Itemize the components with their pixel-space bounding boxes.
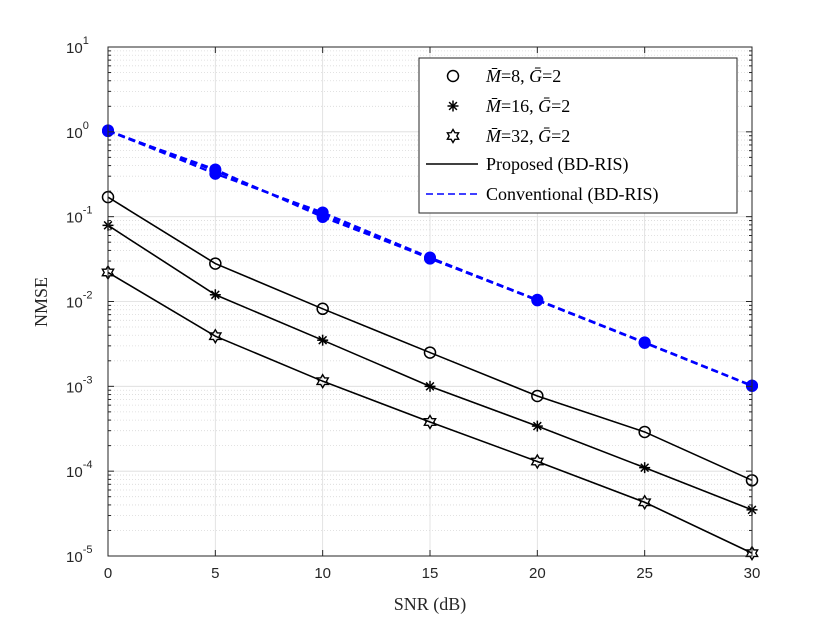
- series-proposed-circle: [101, 190, 759, 487]
- data-point: [209, 289, 221, 301]
- series-line: [107, 196, 753, 482]
- legend-label: M̄=8, Ḡ=2: [485, 66, 561, 86]
- x-tick-label: 15: [422, 565, 439, 582]
- legend-entry: Proposed (BD-RIS): [426, 154, 629, 175]
- series-layer: [101, 124, 759, 562]
- y-tick-label: 101: [66, 35, 89, 57]
- y-tick-label: 100: [66, 120, 89, 142]
- x-axis-title: SNR (dB): [394, 594, 467, 615]
- data-point: [209, 165, 222, 178]
- legend-marker-asterisk: [447, 100, 459, 112]
- data-point: [423, 414, 437, 430]
- data-point: [530, 453, 545, 470]
- series-line: [107, 271, 753, 554]
- legend-label: Conventional (BD-RIS): [486, 184, 659, 205]
- legend-label: Proposed (BD-RIS): [486, 154, 629, 175]
- data-point: [638, 425, 651, 439]
- y-tick-label: 10-2: [66, 290, 92, 312]
- data-point: [745, 545, 759, 562]
- data-point: [424, 252, 436, 265]
- x-tick-labels: 0 5 10 15 20 25 30: [104, 565, 761, 582]
- y-tick-label: 10-1: [66, 205, 92, 227]
- x-tick-label: 25: [636, 565, 653, 582]
- legend-entry: M̄=8, Ḡ=2: [446, 66, 561, 86]
- data-point: [209, 257, 222, 270]
- y-tick-label: 10-5: [66, 544, 92, 566]
- x-tick-label: 0: [104, 565, 112, 582]
- data-point: [208, 328, 223, 345]
- x-tick-label: 10: [314, 565, 331, 582]
- y-tick-label: 10-3: [66, 374, 92, 396]
- data-point: [423, 346, 437, 359]
- legend-marker-hexagram: [446, 128, 460, 144]
- legend-entry: Conventional (BD-RIS): [426, 184, 659, 205]
- y-axis-title: NMSE: [31, 277, 51, 327]
- legend-box: [418, 57, 738, 214]
- legend: M̄=8, Ḡ=2 M̄=16, Ḡ=2 M̄=32, Ḡ=2 Proposed (B…: [418, 57, 738, 214]
- x-tick-label: 5: [211, 565, 219, 582]
- legend-marker-circle: [446, 69, 460, 83]
- legend-label: M̄=16, Ḡ=2: [485, 96, 570, 116]
- data-point: [639, 462, 651, 474]
- x-tick-label: 30: [744, 565, 761, 582]
- x-tick-label: 20: [529, 565, 546, 582]
- data-point: [531, 389, 544, 403]
- legend-label: M̄=32, Ḡ=2: [485, 126, 570, 146]
- data-point: [316, 302, 329, 316]
- data-point: [316, 208, 329, 221]
- y-tick-labels: 10-5 10-4 10-3 10-2 10-1 100 101: [66, 35, 92, 566]
- legend-entry: M̄=32, Ḡ=2: [446, 126, 570, 146]
- data-point: [637, 494, 652, 511]
- data-point: [531, 294, 544, 307]
- axis-ticks: [107, 46, 753, 557]
- data-point: [638, 336, 651, 349]
- data-point: [315, 373, 330, 390]
- legend-entry: M̄=16, Ḡ=2: [447, 96, 570, 116]
- y-tick-label: 10-4: [66, 459, 92, 481]
- data-point: [424, 380, 436, 392]
- data-point: [531, 420, 543, 432]
- data-point: [317, 334, 329, 346]
- series-proposed-hexagram: [101, 264, 759, 562]
